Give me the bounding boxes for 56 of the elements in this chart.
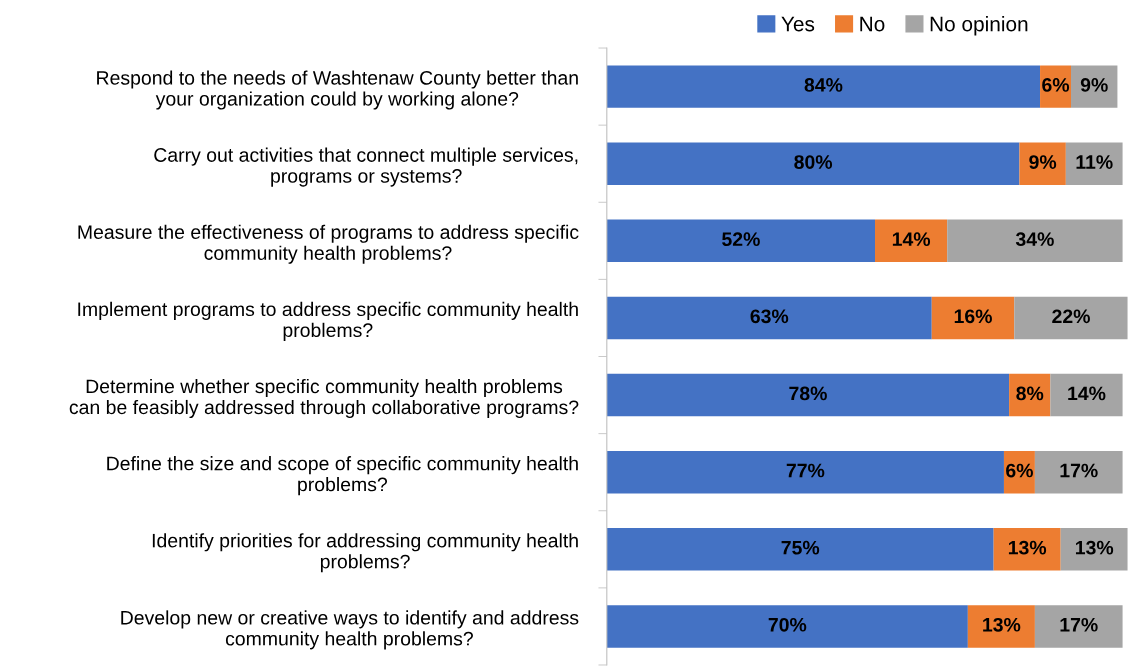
data-label: 34%	[1015, 232, 1054, 247]
y-tick-label: Implement programs to address specific community health problems?	[78, 301, 578, 341]
y-tick-label: Determine whether specific community health problems can be feasibly addressed through collaborative programs?	[69, 378, 579, 419]
data-label: 80%	[794, 155, 833, 169]
data-label: 63%	[750, 309, 789, 324]
y-tick-label: Respond to the needs of Washtenaw County better than your organization could by working alone?	[97, 70, 578, 110]
data-label: 13%	[1075, 540, 1114, 555]
bar	[606, 528, 994, 571]
bar	[1060, 528, 1128, 571]
data-label: 6%	[1006, 463, 1033, 478]
data-label: 14%	[892, 232, 931, 247]
bar	[947, 219, 1123, 263]
bar	[1019, 142, 1066, 185]
data-label: 84%	[804, 78, 843, 92]
data-label: 9%	[1029, 155, 1057, 169]
bar	[1034, 605, 1123, 648]
data-label: 6%	[1042, 78, 1070, 92]
bar	[606, 296, 932, 340]
data-label: 8%	[1016, 386, 1044, 401]
bar	[1034, 450, 1123, 494]
data-label: 17%	[1060, 617, 1098, 632]
bar	[875, 219, 948, 263]
y-tick-label: Measure the effectiveness of programs to address specific community health problems?	[78, 224, 579, 264]
bar	[606, 450, 1004, 494]
bar	[967, 605, 1035, 648]
legend-label: No opinion	[930, 16, 1028, 36]
data-label: 13%	[1008, 540, 1047, 555]
data-label: 14%	[1068, 386, 1106, 401]
legend-label: Yes	[781, 16, 815, 32]
y-tick-label: Define the size and scope of specific community health problems?	[107, 456, 578, 496]
y-tick-label: Develop new or creative ways to identify and address community health problems?	[121, 610, 579, 650]
data-label: 11%	[1076, 155, 1113, 169]
data-label: 75%	[781, 540, 820, 555]
bar	[1050, 373, 1123, 417]
bar	[606, 373, 1010, 417]
bar	[993, 528, 1061, 571]
bar	[606, 219, 876, 263]
data-label: 52%	[722, 232, 760, 247]
data-label: 70%	[768, 617, 807, 632]
bar	[606, 142, 1020, 185]
bar	[1065, 142, 1123, 185]
bar	[931, 296, 1015, 340]
data-label: 22%	[1052, 309, 1090, 324]
bar	[1014, 296, 1128, 340]
y-tick-label: Carry out activities that connect multiple services, programs or systems?	[154, 147, 578, 187]
bar	[606, 65, 1041, 108]
data-label: 16%	[954, 309, 992, 324]
data-label: 9%	[1080, 78, 1108, 92]
y-tick-label: Identify priorities for addressing community health problems?	[152, 533, 578, 573]
bar	[606, 605, 968, 648]
data-label: 13%	[983, 617, 1021, 632]
legend-label: No	[860, 16, 885, 32]
data-label: 17%	[1060, 463, 1098, 478]
data-label: 77%	[786, 463, 825, 478]
data-label: 78%	[789, 386, 827, 401]
bar	[1071, 65, 1118, 108]
